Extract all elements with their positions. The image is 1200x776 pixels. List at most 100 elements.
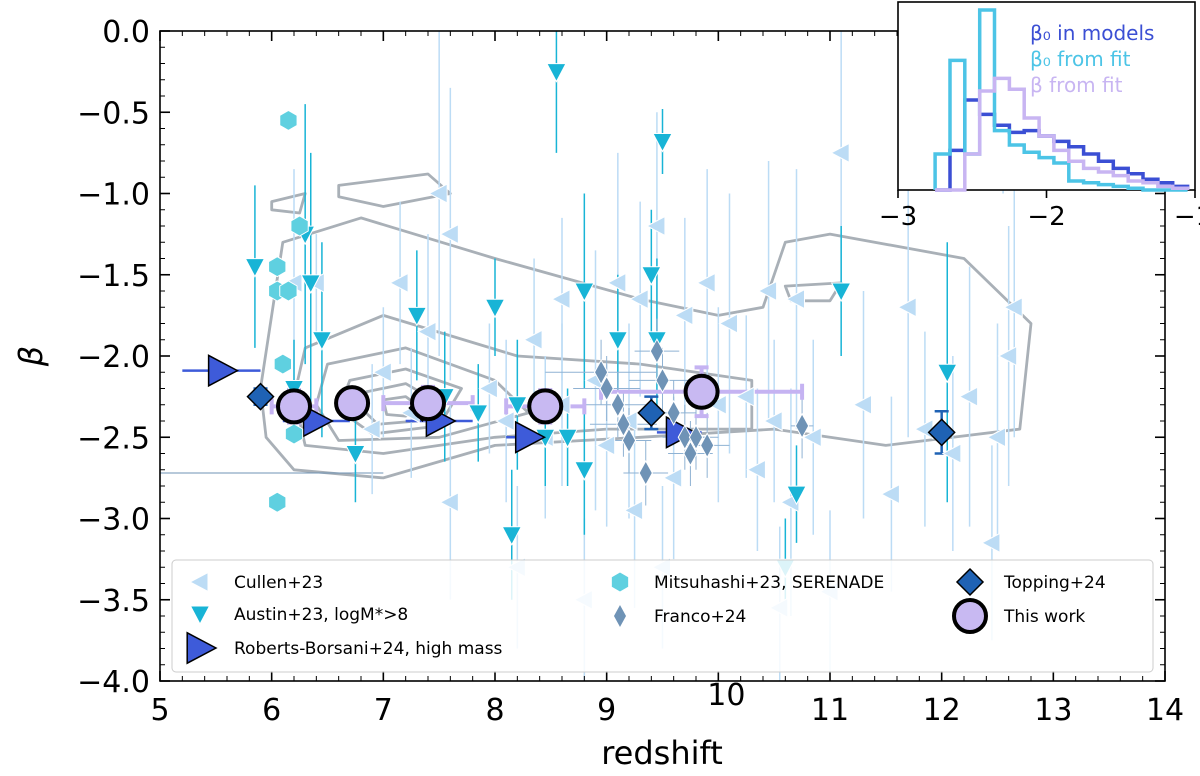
austin-23-logm-8-point <box>574 282 595 303</box>
contour-line <box>783 281 843 303</box>
this-work-point <box>410 385 446 422</box>
cullen-23-point <box>718 313 738 334</box>
austin-23-logm-8-point <box>311 331 333 351</box>
austin-23-logm-8-point <box>786 485 807 506</box>
austin-23-logm-8-point <box>574 461 595 481</box>
cullen-23-point <box>746 459 766 481</box>
x-axis-label: redshift <box>601 734 723 772</box>
this-work-point <box>683 373 720 410</box>
austin-23-logm-8-point <box>467 404 489 424</box>
austin-23-logm-8-point <box>345 445 366 465</box>
cullen-23-point <box>986 426 1006 448</box>
cullen-23-point <box>785 288 805 310</box>
cullen-23-point <box>428 183 448 204</box>
franco-24-point <box>655 367 670 394</box>
cullen-23-point <box>980 532 1001 554</box>
cullen-23-point <box>757 280 778 302</box>
x-tick-label: 6 <box>262 693 281 728</box>
mitsuhashi-23-serenade-point <box>273 353 292 375</box>
cullen-23-point <box>623 500 644 521</box>
x-tick-label: 8 <box>485 693 504 728</box>
x-tick-label: 7 <box>374 693 393 728</box>
franco-24-point <box>683 440 698 467</box>
topping-24-point <box>246 382 275 411</box>
legend-label: This work <box>1003 607 1085 627</box>
cullen-23-point <box>629 288 649 310</box>
cullen-23-point <box>495 410 515 432</box>
legend-label: Austin+23, logM*>8 <box>234 605 408 625</box>
mitsuhashi-23-serenade-point <box>284 423 304 445</box>
austin-23-logm-8-point <box>507 396 528 416</box>
franco-24-point <box>649 338 665 365</box>
y-tick-label: −3.0 <box>77 503 150 538</box>
cullen-23-point <box>913 418 934 440</box>
franco-24-point <box>599 375 614 402</box>
legend-marker-austin-23-logm-8 <box>189 605 211 626</box>
y-tick-label: −2.5 <box>77 421 150 456</box>
cullen-23-point <box>958 386 979 407</box>
inset-tick-label: −3 <box>879 202 917 232</box>
mitsuhashi-23-serenade-point <box>279 109 298 131</box>
franco-24-point <box>616 411 631 438</box>
roberts-borsani-24-high-mass-point <box>514 420 547 454</box>
legend-marker-topping-24 <box>955 567 985 597</box>
austin-23-logm-8-point <box>406 306 428 327</box>
franco-24-point <box>621 427 637 454</box>
this-work-point <box>334 385 371 422</box>
austin-23-logm-8-point <box>830 282 852 303</box>
inset-legend-label: β from fit <box>1030 73 1123 97</box>
legend: Cullen+23 Austin+23, logM*>8 Roberts-Borsa… <box>171 559 1154 673</box>
this-work-point <box>276 388 312 425</box>
cullen-23-point <box>852 394 872 416</box>
inset-legend-label: β₀ from fit <box>1030 47 1131 71</box>
mitsuhashi-23-serenade-point <box>268 491 287 513</box>
contour-line <box>259 216 1033 480</box>
contour-line <box>337 172 452 208</box>
legend-label: Topping+24 <box>1003 573 1106 593</box>
cullen-23-point <box>662 467 683 489</box>
y-tick-label: −0.5 <box>77 96 150 131</box>
y-tick-label: −2.0 <box>77 340 150 375</box>
legend-marker-roberts-borsani-24-high-mass <box>186 631 218 665</box>
cullen-23-point <box>361 418 381 440</box>
cullen-23-point <box>478 378 498 399</box>
axes-layer: 5 6 7 8 9 10 11 12 13 14 0.0 −0.5 −1.0 −1.5 −2.0 −2.5 −3… <box>77 15 1184 728</box>
x-tick-label: 12 <box>923 693 961 728</box>
franco-24-point <box>638 459 653 487</box>
legend-marker-this-work <box>952 598 988 634</box>
austin-23-logm-8-point <box>936 363 958 384</box>
inset-legend-label: β₀ in models <box>1030 21 1154 45</box>
contour-line <box>314 346 530 442</box>
mitsuhashi-23-serenade-point <box>279 280 298 302</box>
legend-label: Cullen+23 <box>234 573 323 593</box>
cullen-23-point <box>941 443 962 464</box>
austin-23-logm-8-point <box>300 274 322 294</box>
cullen-23-point <box>696 272 716 294</box>
legend-label: Mitsuhashi+23, SERENADE <box>654 573 884 593</box>
inset-histogram-line <box>935 76 1190 192</box>
austin-23-logm-8-point <box>546 63 567 83</box>
x-tick-label: 14 <box>1146 693 1184 728</box>
austin-23-logm-8-point <box>607 331 629 351</box>
cullen-23-point <box>802 426 822 448</box>
this-work-point <box>527 388 564 425</box>
topping-24-point <box>637 398 666 427</box>
cullen-23-point <box>595 435 616 456</box>
cullen-23-point <box>997 345 1018 367</box>
cullen-23-point <box>880 483 900 505</box>
cullen-23-point <box>389 272 409 294</box>
x-tick-label: 9 <box>597 693 616 728</box>
y-tick-label: −1.5 <box>77 259 150 294</box>
topping-24-point <box>927 418 956 447</box>
franco-24-point <box>794 412 810 439</box>
austin-23-logm-8-point <box>484 298 506 319</box>
cullen-23-point <box>416 321 437 342</box>
x-tick-label: 11 <box>811 693 849 728</box>
cullen-23-point <box>673 305 694 326</box>
cullen-23-point <box>523 329 543 351</box>
contour-line <box>270 192 307 215</box>
x-tick-label: 5 <box>150 693 169 728</box>
x-tick-label: 13 <box>1034 693 1072 728</box>
marker-layer <box>207 36 1023 619</box>
